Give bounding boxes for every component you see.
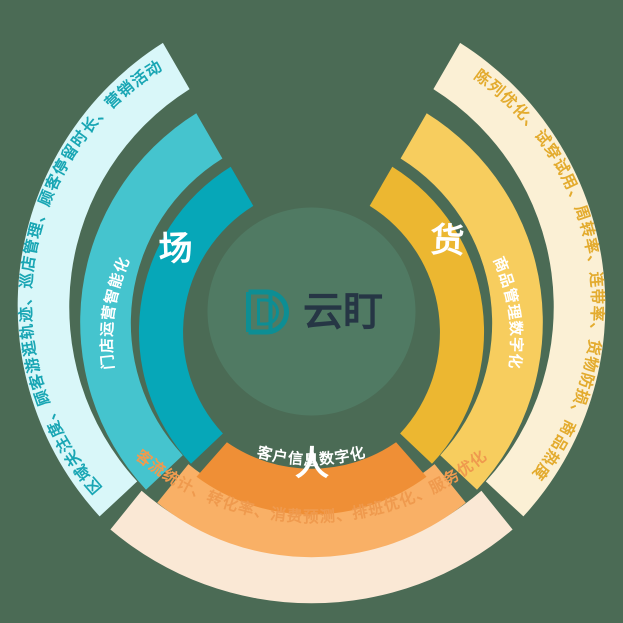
segment-ren-inner-band [196, 442, 427, 515]
segment-huo-outer-band [433, 42, 606, 517]
segment-huo-inner-band [369, 166, 485, 464]
segment-huo[interactable]: 货 商品管理数字化 陈列优化、试穿试用、周转率、连带率、货物防损、商品热度 [369, 42, 607, 517]
segment-huo-mid-band [400, 113, 543, 490]
segment-chang-label: 场 [158, 229, 193, 268]
segment-huo-label: 货 [430, 221, 465, 260]
segment-chang-outer-band [17, 42, 190, 517]
segment-ren-label: 人 [295, 445, 329, 483]
center-disc [207, 207, 416, 416]
segment-chang-mid-band [80, 113, 223, 490]
segment-chang-inner-band [138, 166, 254, 464]
segment-ren-outer-band [110, 490, 513, 604]
